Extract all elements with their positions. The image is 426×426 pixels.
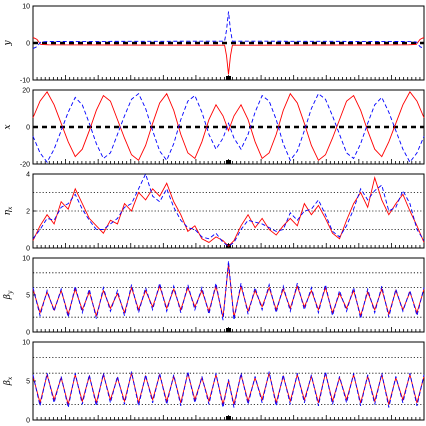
center-element-marker (226, 160, 231, 164)
series-line-1 (32, 37, 425, 75)
y-tick-label: 0 (26, 41, 30, 48)
series-line-2 (32, 371, 425, 408)
y-tick-label: 0 (26, 330, 30, 337)
y-tick-label: 0 (26, 125, 30, 132)
series-line-2 (32, 260, 425, 321)
y-axis-label-sub: x (7, 376, 14, 380)
y-tick-label: 20 (22, 88, 30, 95)
y-axis-label: ηx (3, 206, 14, 215)
y-tick-label: 4 (26, 172, 30, 179)
series-line-1 (32, 373, 425, 405)
y-axis-label-main: β (3, 380, 13, 386)
y-tick-label: -10 (20, 78, 30, 85)
y-axis-label-sub: y (7, 290, 14, 295)
y-axis-label: βy (3, 290, 14, 300)
panel-beta_y: 0 5 10 βy (3, 256, 425, 337)
y-tick-label: 10 (22, 340, 30, 347)
panel-x: -20 0 20 x (3, 88, 425, 169)
center-element-marker (226, 328, 231, 332)
series-line-1 (32, 263, 425, 318)
center-element-marker (226, 76, 231, 80)
y-tick-label: -20 (20, 162, 30, 169)
panel-beta_x: 0 5 10 βx (3, 340, 425, 425)
y-tick-label: 5 (26, 379, 30, 386)
panel-eta_x: 0 2 4 ηx (3, 172, 425, 253)
center-element-marker (226, 416, 231, 420)
series-line-2 (32, 92, 425, 163)
series-line-2 (32, 172, 425, 247)
y-axis-label-main: β (3, 294, 13, 300)
y-tick-label: 0 (26, 418, 30, 425)
y-axis-label: x (3, 124, 13, 129)
y-axis-label-main: η (3, 209, 13, 215)
panel-frame (32, 257, 425, 333)
y-tick-label: 10 (22, 4, 30, 11)
y-tick-label: 5 (26, 293, 30, 300)
y-tick-label: 2 (26, 209, 30, 216)
y-axis-label: βx (3, 376, 14, 386)
y-axis-label: y (3, 40, 13, 47)
series-line-2 (32, 11, 425, 49)
series-line-1 (32, 91, 425, 162)
series-line-1 (32, 176, 425, 247)
y-tick-label: 0 (26, 246, 30, 253)
y-axis-label-sub: x (7, 206, 14, 210)
panel-y: -10 0 10 y (3, 4, 425, 85)
y-tick-label: 10 (22, 256, 30, 263)
